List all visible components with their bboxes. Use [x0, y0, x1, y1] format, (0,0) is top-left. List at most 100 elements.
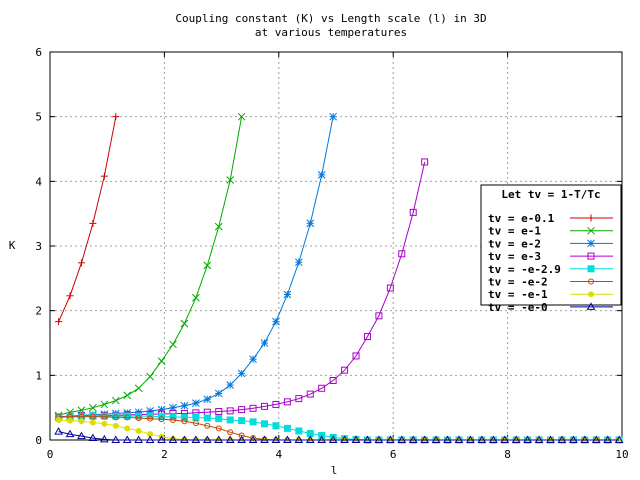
data-point	[591, 435, 601, 443]
data-point	[100, 400, 109, 409]
data-point	[135, 415, 142, 422]
data-point	[283, 435, 292, 443]
x-tick-label: 8	[504, 448, 511, 461]
data-point	[318, 384, 326, 392]
data-point	[54, 427, 63, 435]
data-point	[238, 406, 246, 414]
data-point	[203, 414, 211, 422]
data-point	[135, 427, 142, 434]
data-point	[157, 405, 166, 414]
y-tick-label: 6	[35, 46, 42, 59]
data-point	[169, 340, 177, 349]
x-tick-label: 0	[47, 448, 54, 461]
data-point	[112, 113, 120, 121]
legend-label: tv = e-0.1	[488, 212, 555, 225]
data-point	[89, 413, 96, 420]
data-point	[294, 258, 303, 267]
data-point	[67, 417, 74, 424]
data-point	[329, 112, 337, 121]
series-line	[58, 415, 620, 441]
data-point	[65, 429, 75, 438]
legend-label: tv = e-2	[488, 237, 541, 250]
data-point	[215, 408, 223, 416]
data-point	[586, 302, 596, 310]
data-point	[100, 172, 108, 180]
data-point	[55, 416, 62, 423]
data-point	[375, 312, 383, 320]
y-tick-label: 4	[35, 175, 42, 188]
x-axis-label: l	[331, 464, 338, 477]
data-point	[122, 435, 132, 443]
data-point	[351, 435, 361, 443]
data-point	[374, 435, 384, 443]
data-point	[123, 391, 132, 400]
data-point	[305, 435, 315, 443]
data-point	[523, 435, 532, 443]
data-point	[587, 214, 595, 222]
series-4	[55, 158, 429, 421]
series-8	[54, 427, 624, 443]
data-point	[112, 422, 119, 429]
data-point	[397, 435, 407, 443]
data-point	[466, 435, 475, 443]
data-point	[215, 425, 222, 432]
data-point	[272, 422, 280, 430]
data-point	[295, 427, 303, 435]
data-point	[306, 390, 314, 398]
data-point	[215, 415, 223, 423]
x-tick-label: 2	[161, 448, 168, 461]
data-point	[477, 435, 487, 443]
data-point	[180, 413, 188, 421]
data-point	[587, 226, 595, 235]
legend-entry: tv = e-1	[488, 225, 613, 238]
data-point	[134, 384, 143, 393]
data-point	[181, 418, 188, 425]
series-layer	[54, 112, 624, 444]
data-point	[283, 398, 291, 406]
data-point	[340, 435, 349, 443]
data-point	[237, 369, 246, 378]
data-point	[192, 293, 200, 302]
data-point	[261, 402, 268, 410]
data-point	[272, 317, 280, 326]
data-point	[66, 292, 74, 300]
data-point	[157, 357, 166, 365]
data-point	[420, 435, 430, 443]
data-point	[352, 352, 360, 360]
data-point	[158, 416, 165, 423]
data-point	[272, 400, 280, 408]
series-line	[58, 116, 243, 416]
data-point	[588, 291, 594, 298]
chart-subtitle: at various temperatures	[255, 26, 407, 39]
data-point	[283, 290, 292, 299]
data-point	[261, 420, 268, 428]
data-point	[569, 435, 578, 443]
series-line	[58, 161, 426, 418]
legend-box	[480, 184, 622, 306]
data-point	[55, 318, 63, 326]
legend-label: tv = e-1	[488, 225, 541, 238]
data-point	[614, 435, 624, 443]
data-point	[386, 284, 394, 292]
data-point	[237, 435, 246, 443]
data-point	[587, 239, 595, 248]
data-point	[214, 222, 223, 231]
data-point	[168, 435, 178, 443]
series-line	[58, 416, 620, 441]
legend-title: Let tv = 1-T/Tc	[501, 188, 600, 201]
y-tick-label: 1	[35, 369, 42, 382]
series-line	[58, 431, 620, 441]
data-point	[488, 435, 498, 443]
data-point	[180, 435, 189, 443]
data-point	[557, 435, 567, 443]
data-point	[77, 259, 85, 267]
data-point	[329, 377, 337, 385]
data-point	[271, 435, 281, 443]
data-point	[101, 413, 108, 420]
data-point	[421, 158, 429, 166]
data-point	[603, 435, 613, 443]
data-point	[145, 435, 155, 443]
data-point	[249, 404, 257, 412]
data-point	[203, 395, 212, 404]
